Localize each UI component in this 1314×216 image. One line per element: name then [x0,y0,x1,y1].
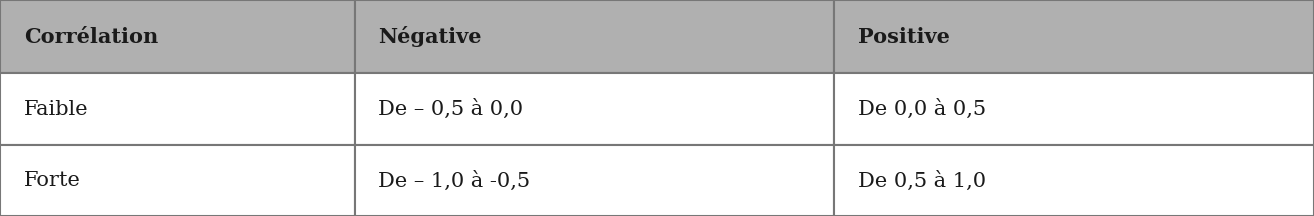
Text: Négative: Négative [378,26,482,47]
Text: De 0,0 à 0,5: De 0,0 à 0,5 [858,99,987,119]
Text: Positive: Positive [858,27,950,47]
Text: Corrélation: Corrélation [24,27,158,47]
FancyBboxPatch shape [355,145,834,216]
FancyBboxPatch shape [355,0,834,73]
Text: De 0,5 à 1,0: De 0,5 à 1,0 [858,170,987,191]
FancyBboxPatch shape [355,73,834,145]
Text: Faible: Faible [24,100,88,119]
FancyBboxPatch shape [834,145,1314,216]
Text: De – 0,5 à 0,0: De – 0,5 à 0,0 [378,99,523,119]
Text: Forte: Forte [24,171,80,190]
FancyBboxPatch shape [0,145,355,216]
FancyBboxPatch shape [834,0,1314,73]
FancyBboxPatch shape [0,73,355,145]
FancyBboxPatch shape [834,73,1314,145]
FancyBboxPatch shape [0,0,355,73]
Text: De – 1,0 à -0,5: De – 1,0 à -0,5 [378,170,531,191]
